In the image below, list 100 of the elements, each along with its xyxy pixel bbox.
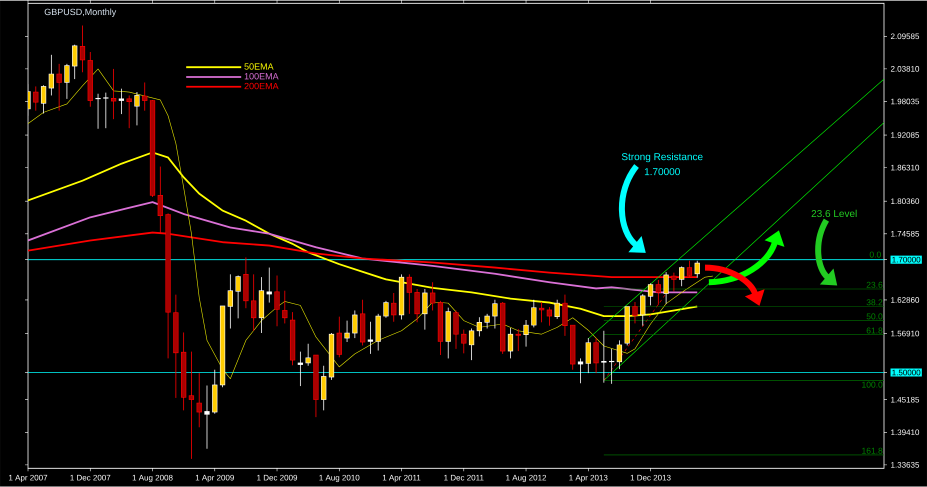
candlestick: [476, 317, 482, 338]
candlestick: [336, 316, 342, 358]
line-series: [28, 68, 714, 380]
candlestick: [422, 288, 428, 330]
candlestick: [118, 88, 124, 115]
annotation: 38.2: [866, 299, 882, 306]
text: 200EMA: [244, 83, 279, 90]
candlestick: [414, 288, 420, 323]
candlestick: [235, 275, 241, 319]
candlestick: [531, 300, 536, 328]
x-tick-label: 1 Apr 2011: [382, 475, 420, 482]
candlestick: [523, 320, 529, 348]
x-tick-label: 1 Aug 2010: [319, 475, 360, 482]
y-tick-label: 1.98035: [891, 98, 920, 104]
candlestick: [508, 328, 514, 360]
candlestick: [126, 95, 132, 129]
candlestick: [352, 310, 358, 339]
x-tick-label: 1 Aug 2008: [132, 475, 173, 482]
candlestick: [546, 306, 552, 326]
text: GBPUSD,Monthly: [44, 8, 116, 18]
candlestick: [64, 64, 70, 100]
candlestick: [251, 274, 256, 332]
x-tick-label: 1 Aug 2012: [506, 475, 546, 482]
x-tick-label: 1 Apr 2013: [569, 475, 608, 482]
line-series: [28, 201, 698, 294]
y-tick-label: 1.74585: [891, 231, 920, 237]
annotation: 161.8: [862, 448, 882, 454]
candlestick: [640, 294, 646, 326]
candlestick: [72, 44, 78, 80]
candlestick: [391, 292, 396, 322]
annotation: 61.8: [866, 328, 882, 334]
candlestick: [601, 330, 606, 384]
candlestick: [306, 344, 311, 366]
y-tick-label: 1.92085: [891, 132, 920, 138]
candlestick: [196, 372, 202, 428]
y-tick-label: 1.56910: [891, 330, 920, 337]
candlestick: [344, 320, 350, 343]
candlestick: [609, 348, 614, 384]
y-tick-label: 2.09585: [890, 34, 920, 40]
text: 50EMA: [244, 63, 274, 70]
candlestick: [538, 302, 544, 323]
candlestick: [110, 68, 116, 120]
x-tick-label: 1 Dec 2011: [444, 475, 484, 481]
annotation: 23.6: [866, 282, 882, 288]
y-tick-label: 1.80360: [891, 198, 920, 204]
candlestick: [321, 366, 326, 411]
candlestick: [632, 302, 638, 324]
candlestick: [383, 300, 389, 318]
candlestick: [578, 358, 584, 384]
candlestick: [430, 282, 436, 312]
candlestick: [298, 351, 304, 387]
candlestick: [188, 351, 194, 460]
x-tick-label: 1 Dec 2007: [70, 475, 110, 481]
candlestick: [484, 314, 490, 330]
candlestick: [562, 294, 568, 336]
text: 100EMA: [244, 73, 279, 80]
candlestick: [282, 290, 288, 324]
candlestick: [48, 54, 54, 96]
candlestick: [266, 267, 272, 304]
annotation: 23.6 Level: [812, 210, 857, 218]
candlestick: [593, 338, 599, 374]
y-tick-label: 1.86310: [891, 165, 920, 171]
candlestick: [516, 328, 521, 352]
annotation: 100.0: [862, 382, 882, 388]
x-tick-label: 1 Dec 2013: [630, 475, 671, 481]
annotation: 50.0: [866, 314, 882, 320]
x-tick-label: 1 Apr 2009: [196, 475, 234, 482]
y-tick-label: 1.50000: [892, 370, 920, 376]
candlestick: [453, 310, 459, 350]
candlestick: [40, 85, 46, 114]
candlestick: [228, 274, 233, 330]
y-tick-label: 1.45185: [891, 397, 920, 403]
candlestick: [461, 329, 466, 354]
y-tick-label: 1.33635: [891, 462, 920, 468]
candlestick: [694, 260, 700, 278]
annotation: 0.0: [870, 252, 881, 258]
candlestick: [33, 86, 38, 112]
x-tick-label: 1 Apr 2007: [9, 475, 48, 482]
annotation: Strong Resistance: [622, 153, 703, 162]
candlestick: [406, 274, 412, 314]
candlestick: [80, 25, 86, 73]
candlestick: [616, 340, 622, 370]
candlestick: [663, 272, 669, 304]
y-tick-label: 2.03810: [890, 66, 920, 72]
candlestick: [204, 385, 210, 450]
candlestick: [274, 275, 280, 327]
candlestick: [103, 92, 108, 129]
candlestick: [368, 322, 374, 355]
y-tick-label: 1.62860: [891, 297, 920, 303]
candlestick: [554, 300, 560, 320]
candlestick: [56, 64, 62, 112]
candlestick: [492, 300, 498, 330]
candlestick: [134, 92, 140, 126]
candlestick: [586, 338, 591, 374]
candlestick: [679, 266, 684, 287]
candlestick: [468, 328, 474, 361]
annotation: 1.70000: [644, 168, 680, 176]
x-tick-label: 1 Dec 2009: [257, 475, 298, 481]
candlestick: [142, 82, 148, 112]
candlestick: [648, 283, 654, 306]
